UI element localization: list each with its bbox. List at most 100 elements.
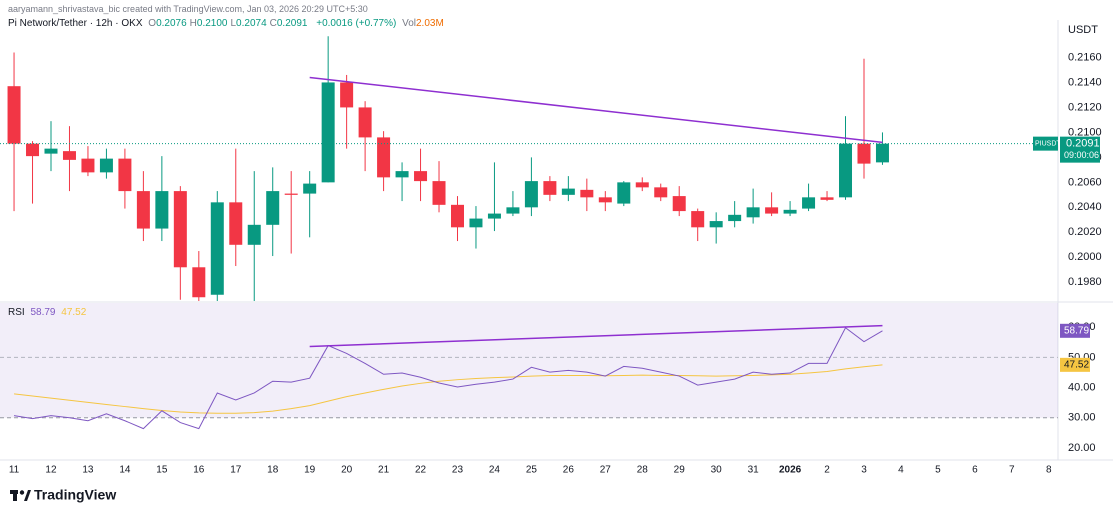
rsi-ma-value: 47.52 (61, 307, 87, 318)
candle-body (450, 204, 464, 228)
candle-body (802, 197, 816, 209)
candle-body (506, 207, 520, 214)
logo-icon (13, 490, 17, 501)
x-tick-label: 12 (45, 465, 57, 476)
countdown: 09:00:06 (1064, 150, 1099, 160)
candle-body (617, 182, 631, 204)
ohlc-value: 0.2076 (156, 18, 187, 29)
x-tick-label: 31 (748, 465, 760, 476)
candle-body (857, 143, 871, 164)
candle-body (765, 207, 779, 214)
candle-body (284, 193, 298, 195)
candle-body (321, 82, 335, 183)
candle-body (709, 221, 723, 228)
y-tick-label: 0.1980 (1068, 276, 1102, 288)
last-price-label: 0.2091 (1066, 138, 1100, 150)
x-tick-label: 16 (193, 465, 205, 476)
value-label: 58.79 (1064, 325, 1089, 336)
candle-body (580, 189, 594, 198)
value-label: 47.52 (1064, 359, 1089, 370)
candle-body (377, 137, 391, 178)
candle-body (691, 211, 705, 228)
candle-body (155, 191, 169, 229)
x-tick-label: 7 (1009, 465, 1015, 476)
volume-label: Vol (402, 18, 416, 29)
series-line (13, 364, 883, 414)
candle-body (875, 143, 889, 163)
candle-body (340, 82, 354, 108)
value-box (1060, 357, 1090, 372)
x-tick-label: 20 (341, 465, 353, 476)
ohlc-label: O (148, 18, 157, 29)
ohlc-label: H (189, 18, 197, 29)
candle-body (414, 171, 428, 182)
y-tick-label: 0.2020 (1068, 226, 1102, 238)
y-tick-label: 0.2100 (1068, 126, 1102, 138)
x-tick-label: 28 (637, 465, 649, 476)
x-tick-label: 30 (711, 465, 723, 476)
y-tick-label: 0.2040 (1068, 201, 1102, 213)
rsi-value: 58.79 (30, 307, 56, 318)
symbol: Pi Network/Tether · 12h · OKX (8, 18, 143, 29)
candle-body (173, 191, 187, 268)
y-tick-label: 0.2140 (1068, 76, 1102, 88)
candle-body (746, 207, 760, 218)
volume: 2.03M (416, 18, 444, 29)
x-tick-label: 3 (861, 465, 867, 476)
x-tick-label: 14 (119, 465, 131, 476)
candle-body (118, 158, 132, 192)
candle-body (672, 196, 686, 212)
axes: 0.19800.20000.20200.20400.20600.20800.21… (9, 51, 1102, 475)
candle-body (487, 213, 501, 219)
candle-body (469, 218, 483, 228)
rsi-pane (0, 303, 1058, 430)
candle-body (266, 191, 280, 225)
legend: Pi Network/Tether · 12h · OKX O0.2076 H0.… (8, 18, 447, 29)
y-tick-label: 0.2160 (1068, 51, 1102, 63)
candle-body (728, 214, 742, 222)
candle-body (26, 143, 40, 157)
candle-body (543, 181, 557, 195)
candle-body (395, 171, 409, 178)
candle-body (7, 86, 21, 144)
x-tick-label: 26 (563, 465, 575, 476)
x-tick-label: 22 (415, 465, 427, 476)
candle-body (303, 183, 317, 194)
change: +0.0016 (+0.77%) (316, 18, 397, 29)
rsi-title: RSI (8, 307, 25, 318)
x-tick-label: 2026 (779, 465, 802, 476)
rsi-legend: RSI 58.79 47.52 (8, 307, 89, 318)
candle-body (247, 224, 261, 245)
ohlc-value: 0.2091 (276, 18, 308, 29)
x-tick-label: 29 (674, 465, 686, 476)
x-tick-label: 27 (600, 465, 612, 476)
x-tick-label: 15 (156, 465, 168, 476)
rsi-band (0, 303, 1058, 418)
y-tick-label: 0.2120 (1068, 101, 1102, 113)
logo: TradingView (10, 487, 116, 503)
x-tick-label: 13 (82, 465, 94, 476)
x-tick-label: 17 (230, 465, 242, 476)
last-price-box (1060, 136, 1100, 163)
candle-body (44, 148, 58, 154)
ohlc-value: 0.2074 (236, 18, 267, 29)
symbol-label: PIUSDT (1035, 140, 1061, 147)
ohlc: O0.2076 H0.2100 L0.2074 C0.2091 (148, 18, 310, 29)
x-tick-label: 24 (489, 465, 501, 476)
candle-body (654, 187, 668, 198)
y-tick-label: 30.00 (1068, 412, 1096, 424)
trendline (309, 76, 883, 144)
x-tick-label: 5 (935, 465, 941, 476)
x-tick-label: 21 (378, 465, 390, 476)
logo-icon (19, 490, 25, 495)
candle-body (820, 197, 834, 200)
x-tick-label: 4 (898, 465, 904, 476)
candle-body (229, 202, 243, 245)
candle-body (635, 182, 649, 188)
value-box (1060, 323, 1090, 338)
candle-body (432, 181, 446, 205)
ohlc-label: C (269, 18, 277, 29)
x-tick-label: 25 (526, 465, 538, 476)
